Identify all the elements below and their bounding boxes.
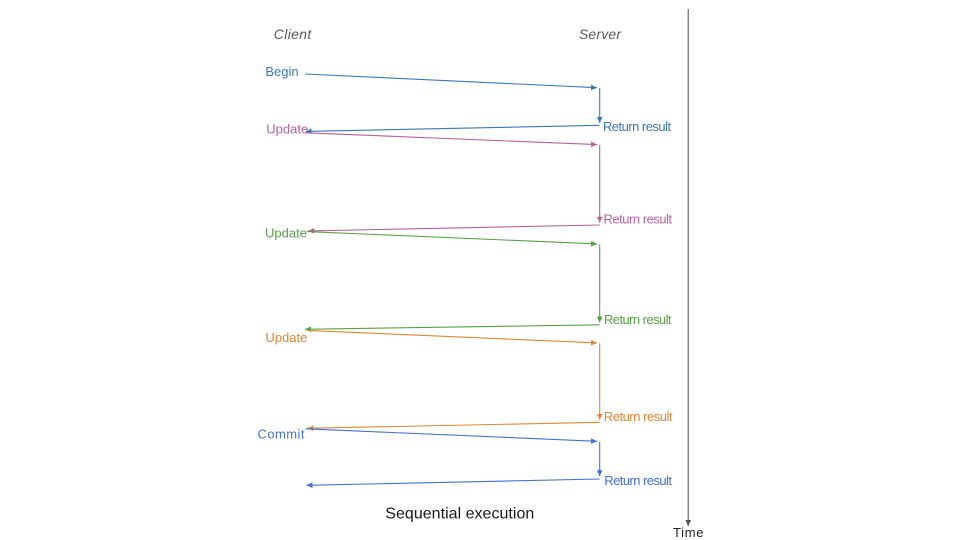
svg-text:Return result: Return result [604,312,672,327]
svg-text:Update: Update [265,225,307,240]
svg-text:Return result: Return result [604,409,673,424]
svg-text:Begin: Begin [265,64,298,79]
svg-text:Time: Time [673,525,704,540]
svg-text:Update: Update [265,330,307,345]
svg-text:Client: Client [274,26,313,42]
svg-text:Server: Server [579,26,622,42]
svg-text:Return result: Return result [604,473,672,488]
svg-text:Sequential execution: Sequential execution [385,506,534,523]
svg-text:Commit: Commit [258,426,305,441]
svg-text:Return result: Return result [603,119,672,134]
svg-text:Return result: Return result [604,211,673,226]
svg-text:Update: Update [266,121,308,136]
